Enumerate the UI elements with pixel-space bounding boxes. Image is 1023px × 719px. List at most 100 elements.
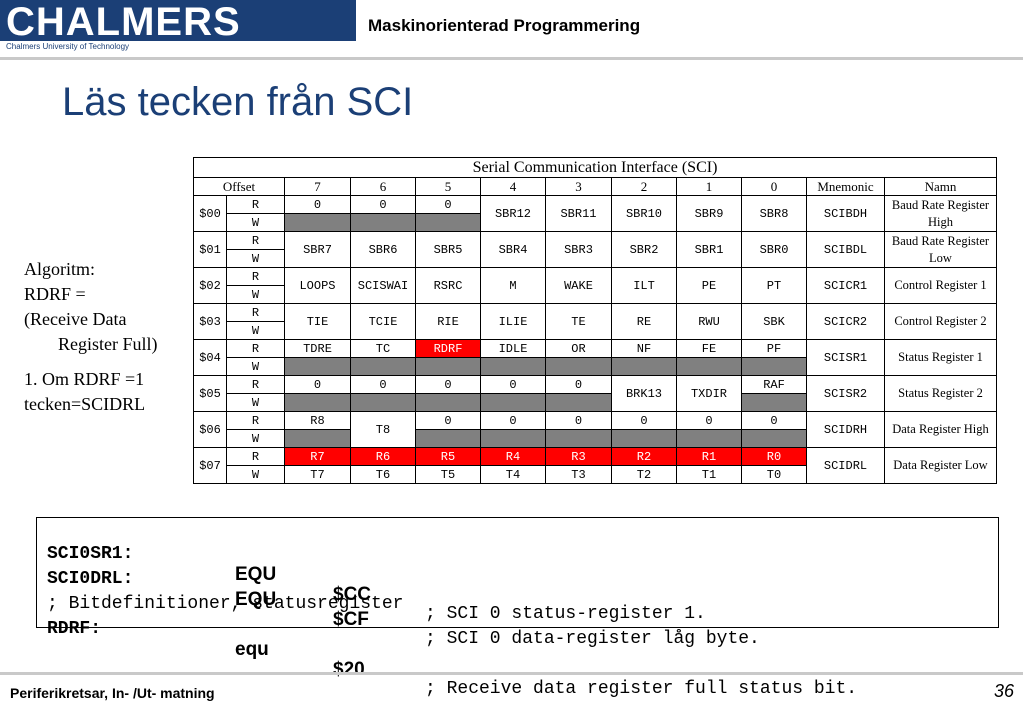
bit-cell: SBR8 [741, 195, 807, 232]
bit-cell: LOOPS [284, 267, 351, 304]
table-row: W [194, 393, 997, 412]
column-header: 6 [350, 177, 416, 196]
code-line: SCI0DRL: EQU $CF ; SCI 0 data-register l… [47, 549, 760, 649]
bit-cell: WAKE [545, 267, 612, 304]
code-op: equ [235, 639, 269, 660]
bit-cell: T4 [480, 465, 546, 484]
logo-text: CHALMERS [6, 0, 241, 44]
code-line: RDRF: equ $20 ; Receive data register fu… [47, 599, 857, 699]
rw-cell: R [226, 231, 285, 250]
bit-cell: SBR7 [284, 231, 351, 268]
code-op: EQU [235, 589, 277, 610]
table-row: $04 R TDRE TC RDRF IDLE OR NF FE PF SCIS… [193, 339, 997, 376]
unused-bit-cell [741, 357, 807, 376]
algorithm-line: Algoritm: [24, 259, 95, 279]
bit-cell: 0 [415, 375, 481, 394]
unused-bit-cell [415, 213, 481, 232]
rw-cell: W [226, 249, 285, 268]
bit-cell: 0 [284, 195, 351, 214]
unused-bit-cell [350, 357, 416, 376]
code-line: SCI0SR1: EQU $CC ; SCI 0 status-register… [47, 524, 706, 624]
unused-bit-cell [284, 429, 351, 448]
unused-bit-cell [350, 213, 416, 232]
offset-cell: $05 [193, 375, 227, 412]
rw-cell: W [226, 321, 285, 340]
bit-cell: TCIE [350, 303, 416, 340]
bit-cell: ILT [611, 267, 677, 304]
logo-subtext-band: Chalmers University of Technology [0, 41, 356, 55]
footer-text: Periferikretsar, In- /Ut- matning [10, 685, 215, 701]
column-header: Namn [884, 177, 997, 196]
register-name-cell: Status Register 2 [884, 375, 997, 412]
unused-bit-cell [545, 429, 612, 448]
bit-cell: 0 [415, 411, 481, 430]
algorithm-step: 1. Om RDRF =1 [24, 369, 145, 389]
bit-cell: 0 [284, 375, 351, 394]
unused-bit-cell [284, 357, 351, 376]
table-row: $07 R R7 R6 R5 R4 R3 R2 R1 R0 SCIDRL Dat… [193, 447, 997, 484]
offset-cell: $00 [193, 195, 227, 232]
unused-bit-cell [284, 213, 351, 232]
unused-bit-cell [480, 429, 546, 448]
offset-cell: $04 [193, 339, 227, 376]
register-name-cell: Status Register 1 [884, 339, 997, 376]
algorithm-line: RDRF = [24, 284, 86, 304]
bit-cell: T2 [611, 465, 677, 484]
bit-cell: TDRE [284, 339, 351, 358]
code-line: ; Bitdefinitioner, statusregister [47, 574, 403, 614]
bit-cell: PF [741, 339, 807, 358]
mnemonic-cell: SCISR1 [806, 339, 885, 376]
mnemonic-cell: SCISR2 [806, 375, 885, 412]
chalmers-logo: CHALMERS Chalmers University of Technolo… [0, 0, 356, 55]
rw-cell: R [226, 339, 285, 358]
table-row: $00 R 0 0 0 SBR12 SBR11 SBR10 SBR9 SBR8 … [193, 195, 997, 232]
mnemonic-cell: SCIDRH [806, 411, 885, 448]
offset-cell: $03 [193, 303, 227, 340]
bit-cell: 0 [611, 411, 677, 430]
table-row: $02 R LOOPS SCISWAI RSRC M WAKE ILT PE P… [193, 267, 997, 304]
bit-cell: SBR11 [545, 195, 612, 232]
column-header: 3 [545, 177, 612, 196]
column-header: 2 [611, 177, 677, 196]
register-name-cell: Control Register 1 [884, 267, 997, 304]
code-arg: $CC [333, 584, 372, 605]
bit-cell: OR [545, 339, 612, 358]
bit-cell: SBK [741, 303, 807, 340]
table-header-row: Offset 7 6 5 4 3 2 1 0 Mnemonic Namn [193, 177, 997, 196]
column-header: 0 [741, 177, 807, 196]
unused-bit-cell [741, 393, 807, 412]
code-comment: ; SCI 0 status-register 1. [425, 604, 706, 624]
code-comment: ; Receive data register full status bit. [425, 679, 858, 699]
bit-cell: SBR1 [676, 231, 742, 268]
bit-cell: RIE [415, 303, 481, 340]
code-arg: $CF [333, 609, 369, 630]
bit-cell: SBR2 [611, 231, 677, 268]
bit-cell: PE [676, 267, 742, 304]
bit-cell: T1 [676, 465, 742, 484]
column-header: 4 [480, 177, 546, 196]
bit-cell: 0 [350, 195, 416, 214]
bit-cell: PT [741, 267, 807, 304]
column-header: 1 [676, 177, 742, 196]
bit-cell: M [480, 267, 546, 304]
offset-cell: $06 [193, 411, 227, 448]
bit-cell: R3 [545, 447, 612, 466]
bit-cell: 0 [676, 411, 742, 430]
bit-cell: IDLE [480, 339, 546, 358]
table-row: W [194, 213, 997, 232]
bit-cell: R2 [611, 447, 677, 466]
rw-cell: R [226, 303, 285, 322]
bit-cell: 0 [480, 375, 546, 394]
unused-bit-cell [545, 357, 612, 376]
bit-cell: SBR12 [480, 195, 546, 232]
register-name-cell: Data Register Low [884, 447, 997, 484]
register-name-cell: Control Register 2 [884, 303, 997, 340]
mnemonic-cell: SCIBDH [806, 195, 885, 232]
unused-bit-cell [741, 429, 807, 448]
code-label: RDRF: [47, 619, 102, 639]
code-comment: ; Bitdefinitioner, statusregister [47, 594, 404, 614]
unused-bit-cell [350, 393, 416, 412]
unused-bit-cell [284, 393, 351, 412]
bit-cell: R5 [415, 447, 481, 466]
code-box: SCI0SR1: EQU $CC ; SCI 0 status-register… [36, 517, 999, 699]
